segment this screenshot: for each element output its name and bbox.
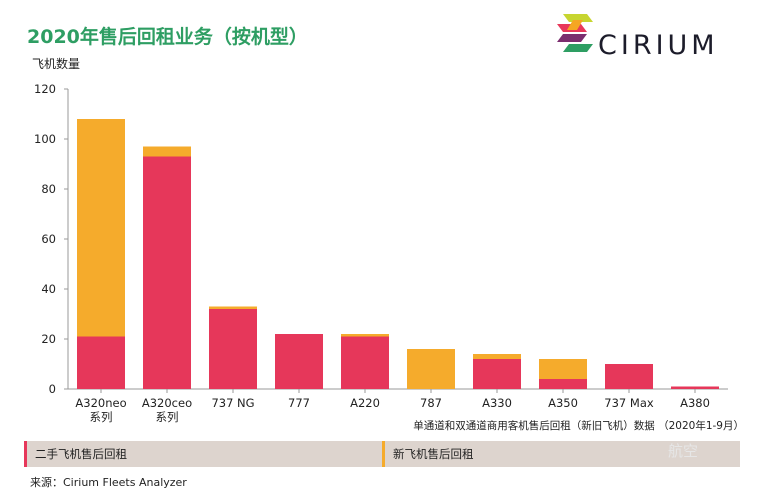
y-tick-label: 80 [41,182,56,196]
cirium-logo-text: CIRIUM [598,30,719,61]
x-tick-label: 737 Max [604,396,654,410]
bar-used [77,336,125,389]
legend-item-used: 二手飞机售后回租 [24,441,127,467]
bar-used [275,334,323,389]
legend-label-new: 新飞机售后回租 [393,447,474,461]
bar-new [473,354,521,359]
y-tick-label: 60 [41,232,56,246]
x-tick-label: 系列 [156,410,179,424]
chart-title: 2020年售后回租业务（按机型） [27,26,308,48]
legend: 二手飞机售后回租 新飞机售后回租 [24,441,740,467]
x-tick-label: 系列 [90,410,113,424]
bar-new [407,349,455,389]
bar-new [209,306,257,309]
bar-chart: 飞机数量020406080100120A320neo系列A320ceo系列737… [32,56,728,424]
bar-used [671,386,719,389]
y-tick-label: 0 [49,382,56,396]
bar-used [341,336,389,389]
bar-used [605,364,653,389]
bar-new [341,334,389,337]
y-tick-label: 120 [34,82,56,96]
bar-used [539,379,587,389]
x-tick-label: 777 [288,396,310,410]
cirium-logo-icon [557,14,593,52]
source-note: 来源：Cirium Fleets Analyzer [30,476,187,489]
x-tick-label: A320ceo [142,396,192,410]
bar-new [539,359,587,379]
x-tick-label: A350 [548,396,578,410]
x-tick-label: A220 [350,396,380,410]
x-tick-label: A380 [680,396,710,410]
legend-label-used: 二手飞机售后回租 [35,447,127,461]
bar-used [143,156,191,389]
x-tick-label: A320neo [75,396,126,410]
y-tick-label: 20 [41,332,56,346]
bar-new [77,119,125,337]
y-tick-label: 100 [34,132,56,146]
legend-swatch-new [382,441,385,467]
y-axis-label: 飞机数量 [32,56,80,71]
x-tick-label: 787 [420,396,442,410]
bar-new [143,146,191,157]
x-tick-label: A330 [482,396,512,410]
bar-used [473,359,521,389]
legend-swatch-used [24,441,27,467]
x-tick-label: 737 NG [211,396,254,410]
watermark: 航空 [668,442,699,460]
chart-annotation: 单通道和双通道商用客机售后回租（新旧飞机）数据 （2020年1-9月） [413,420,744,432]
y-tick-label: 40 [41,282,56,296]
legend-item-new: 新飞机售后回租 [382,441,474,467]
bar-used [209,309,257,389]
